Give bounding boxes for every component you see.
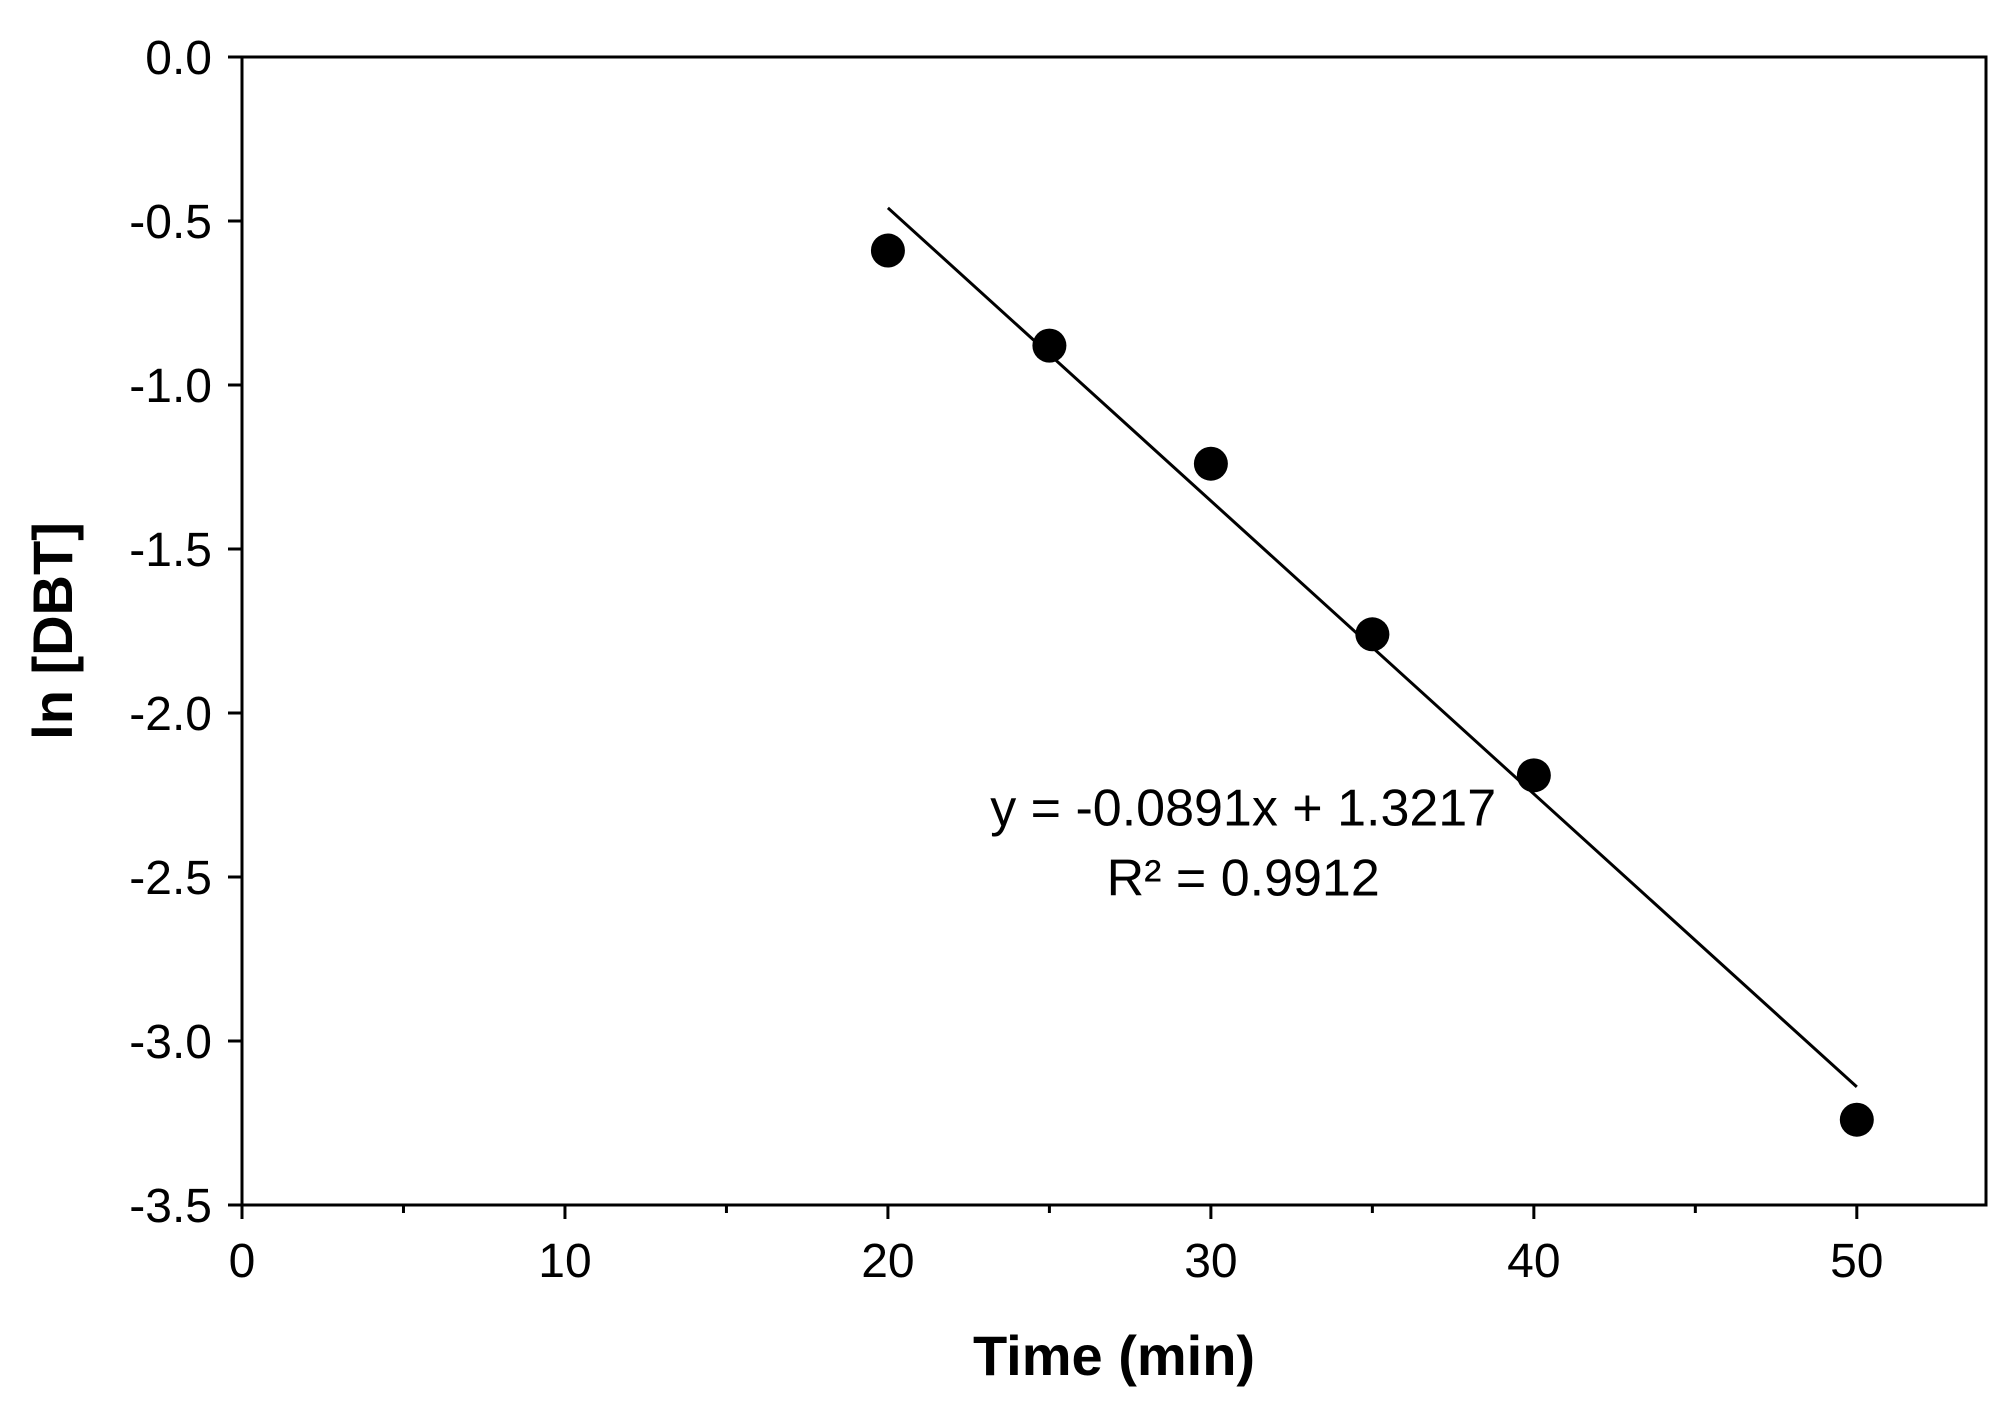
- y-axis-title: ln [DBT]: [21, 522, 84, 740]
- x-tick-label: 10: [538, 1235, 591, 1288]
- y-tick-label: -2.0: [129, 688, 212, 741]
- y-tick-label: -1.5: [129, 524, 212, 577]
- y-tick-label: -2.5: [129, 852, 212, 905]
- data-point: [1355, 617, 1390, 652]
- r-squared-value: R² = 0.9912: [1107, 850, 1380, 908]
- x-axis-ticks: 0 10 20 30 40 50: [229, 1205, 1884, 1288]
- x-axis-title: Time (min): [973, 1324, 1255, 1387]
- plot-area-frame: [240, 55, 1988, 1207]
- x-tick-label: 0: [229, 1235, 256, 1288]
- data-points: [870, 233, 1874, 1137]
- x-tick-label: 20: [861, 1235, 914, 1288]
- y-tick-label: -1.0: [129, 360, 212, 413]
- trendline-equation: y = -0.0891x + 1.3217: [990, 780, 1496, 838]
- y-axis-ticks: 0.0 -0.5 -1.0 -1.5 -2.0 -2.5 -3.0 -3.5: [129, 32, 242, 1233]
- data-point: [1193, 446, 1228, 481]
- y-tick-label: 0.0: [145, 32, 212, 85]
- x-tick-label: 50: [1830, 1235, 1883, 1288]
- data-point: [1516, 758, 1551, 793]
- data-point: [1839, 1102, 1874, 1137]
- x-tick-label: 40: [1507, 1235, 1560, 1288]
- data-point: [1032, 328, 1067, 363]
- y-tick-label: -3.5: [129, 1180, 212, 1233]
- y-tick-label: -0.5: [129, 196, 212, 249]
- y-tick-label: -3.0: [129, 1016, 212, 1069]
- x-tick-label: 30: [1184, 1235, 1237, 1288]
- data-point: [870, 233, 905, 268]
